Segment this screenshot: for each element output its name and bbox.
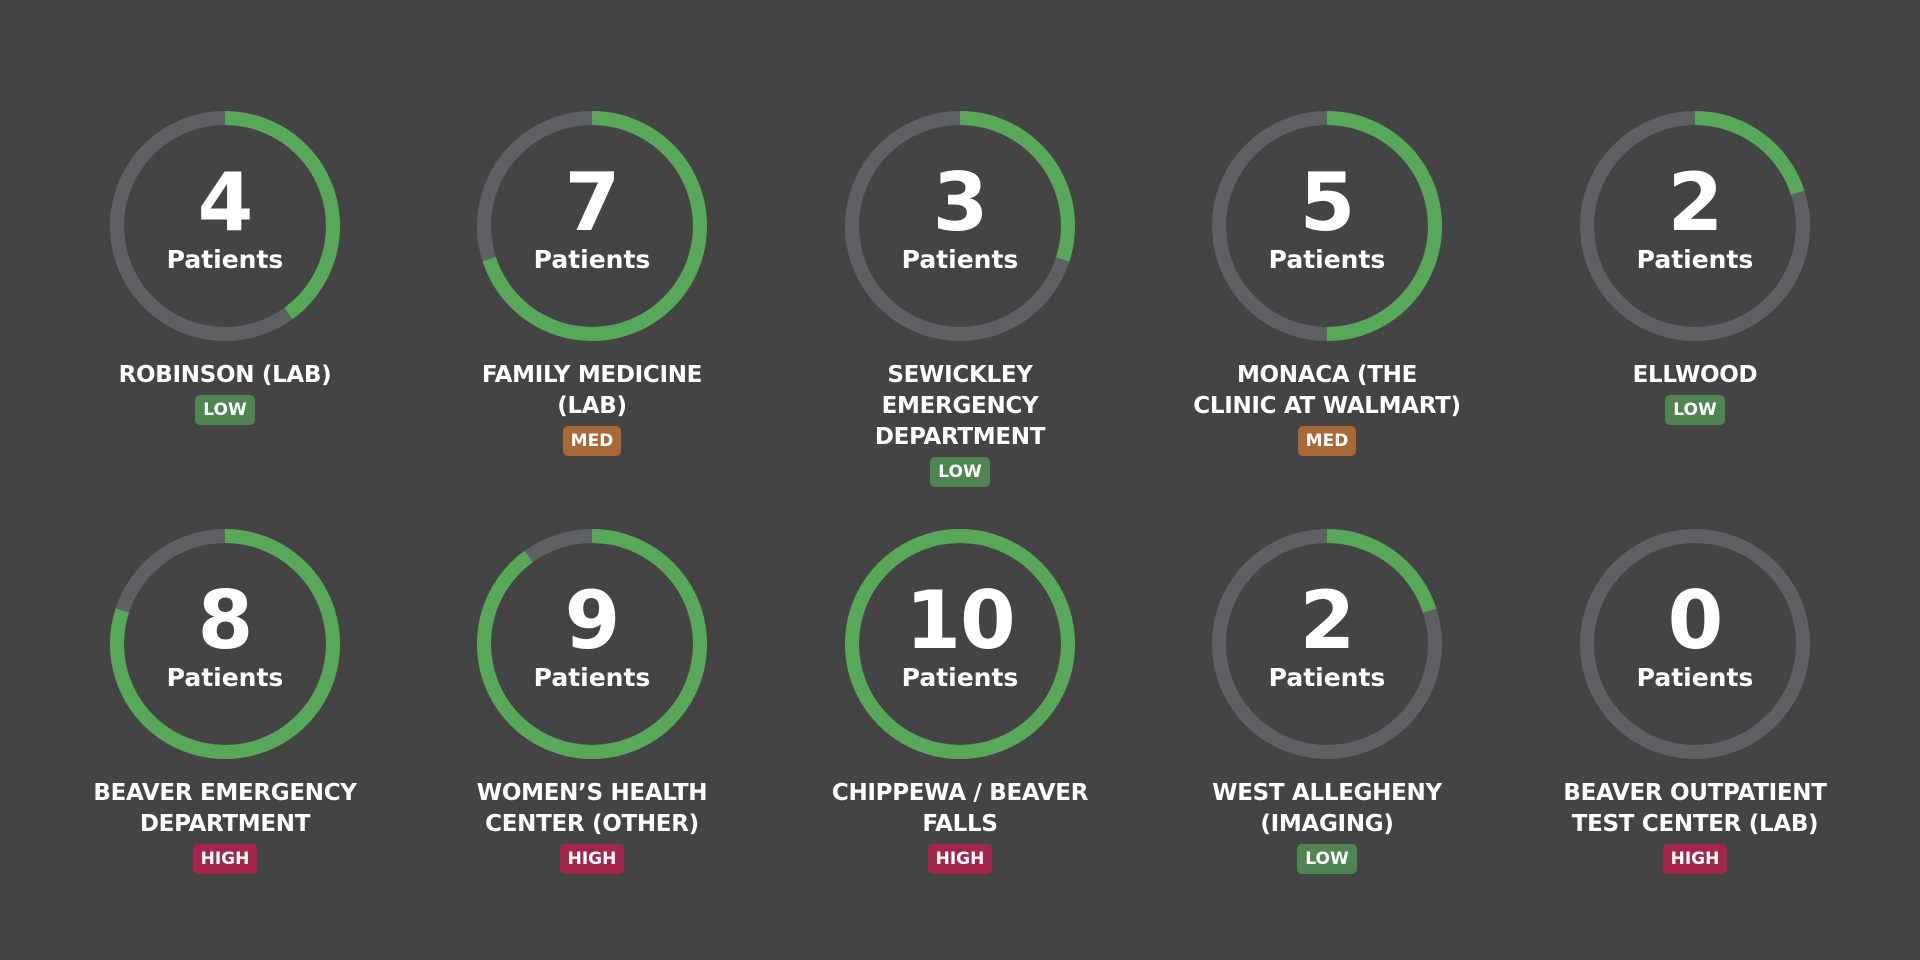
location-name: BEAVER EMERGENCY DEPARTMENT: [93, 780, 357, 837]
location-card[interactable]: 2 Patients ELLWOOD LOW: [1545, 108, 1845, 425]
gauge-ring: [1212, 111, 1442, 341]
gauge-progress-arc: [477, 529, 707, 759]
status-badge: LOW: [195, 395, 255, 425]
status-badge: MED: [562, 426, 622, 456]
location-card[interactable]: 7 Patients FAMILY MEDICINE (LAB) MED: [442, 108, 742, 456]
gauge-ring: [477, 529, 707, 759]
patient-gauge: 10 Patients: [842, 526, 1078, 762]
patient-gauge: 5 Patients: [1209, 108, 1445, 344]
patient-gauge: 2 Patients: [1209, 526, 1445, 762]
location-name: BEAVER OUTPATIENT TEST CENTER (LAB): [1563, 780, 1827, 837]
location-name: MONACA (THE CLINIC AT WALMART): [1193, 362, 1461, 419]
patient-gauge: 4 Patients: [107, 108, 343, 344]
patient-unit-label: Patients: [1636, 245, 1754, 274]
gauge-progress-arc: [110, 111, 340, 341]
patient-gauge: 7 Patients: [474, 108, 710, 344]
patient-unit-label: Patients: [1268, 245, 1386, 274]
location-name: ELLWOOD: [1632, 362, 1758, 388]
patient-unit-label: Patients: [533, 663, 651, 692]
patient-unit-label: Patients: [166, 245, 284, 274]
gauge-ring: [1580, 529, 1810, 759]
patient-gauge: 8 Patients: [107, 526, 343, 762]
location-name: SEWICKLEY EMERGENCY DEPARTMENT: [874, 362, 1046, 450]
gauge-ring: [1580, 111, 1810, 341]
patient-unit-label: Patients: [901, 245, 1019, 274]
gauge-track: [1580, 529, 1810, 759]
location-name: CHIPPEWA / BEAVER FALLS: [831, 780, 1089, 837]
status-badge: HIGH: [559, 844, 625, 874]
status-badge: MED: [1297, 426, 1357, 456]
gauge-ring: [477, 111, 707, 341]
location-card[interactable]: 9 Patients WOMEN’S HEALTH CENTER (OTHER)…: [442, 526, 742, 874]
location-name: WEST ALLEGHENY (IMAGING): [1212, 780, 1442, 837]
location-name: WOMEN’S HEALTH CENTER (OTHER): [476, 780, 708, 837]
location-card[interactable]: 3 Patients SEWICKLEY EMERGENCY DEPARTMEN…: [810, 108, 1110, 487]
patient-count: 8: [197, 574, 254, 667]
gauge-progress-arc: [1212, 529, 1442, 759]
patient-count: 2: [1299, 574, 1356, 667]
gauge-progress-arc: [110, 529, 340, 759]
gauge-progress-arc: [1580, 111, 1810, 341]
gauge-ring: [1212, 529, 1442, 759]
patient-count: 9: [564, 574, 621, 667]
patient-gauge: 9 Patients: [474, 526, 710, 762]
status-badge: HIGH: [192, 844, 258, 874]
gauge-ring: [110, 111, 340, 341]
status-badge: HIGH: [1662, 844, 1728, 874]
patient-count: 10: [905, 574, 1015, 667]
patient-gauge: 2 Patients: [1577, 108, 1813, 344]
patient-count: 4: [197, 156, 254, 249]
location-card[interactable]: 2 Patients WEST ALLEGHENY (IMAGING) LOW: [1177, 526, 1477, 874]
patient-unit-label: Patients: [533, 245, 651, 274]
location-card[interactable]: 4 Patients ROBINSON (LAB) LOW: [75, 108, 375, 425]
patient-count: 0: [1667, 574, 1724, 667]
gauge-progress-arc: [845, 111, 1075, 341]
patient-count: 2: [1667, 156, 1724, 249]
gauge-ring: [845, 111, 1075, 341]
location-card[interactable]: 8 Patients BEAVER EMERGENCY DEPARTMENT H…: [75, 526, 375, 874]
patient-count: 7: [564, 156, 621, 249]
patient-unit-label: Patients: [166, 663, 284, 692]
patient-count: 3: [932, 156, 989, 249]
gauge-progress-arc: [1212, 111, 1442, 341]
gauge-progress-arc: [477, 111, 707, 341]
patient-unit-label: Patients: [1636, 663, 1754, 692]
patient-gauge: 0 Patients: [1577, 526, 1813, 762]
location-card[interactable]: 5 Patients MONACA (THE CLINIC AT WALMART…: [1177, 108, 1477, 456]
status-badge: LOW: [1665, 395, 1725, 425]
patient-gauge: 3 Patients: [842, 108, 1078, 344]
location-card[interactable]: 10 Patients CHIPPEWA / BEAVER FALLS HIGH: [810, 526, 1110, 874]
status-badge: HIGH: [927, 844, 993, 874]
gauge-ring: [110, 529, 340, 759]
patient-unit-label: Patients: [1268, 663, 1386, 692]
patient-count: 5: [1299, 156, 1356, 249]
gauge-ring: [845, 529, 1075, 759]
location-name: FAMILY MEDICINE (LAB): [481, 362, 703, 419]
status-badge: LOW: [1297, 844, 1357, 874]
location-name: ROBINSON (LAB): [118, 362, 332, 388]
patient-unit-label: Patients: [901, 663, 1019, 692]
gauge-progress-arc: [845, 529, 1075, 759]
location-card[interactable]: 0 Patients BEAVER OUTPATIENT TEST CENTER…: [1545, 526, 1845, 874]
status-badge: LOW: [930, 457, 990, 487]
